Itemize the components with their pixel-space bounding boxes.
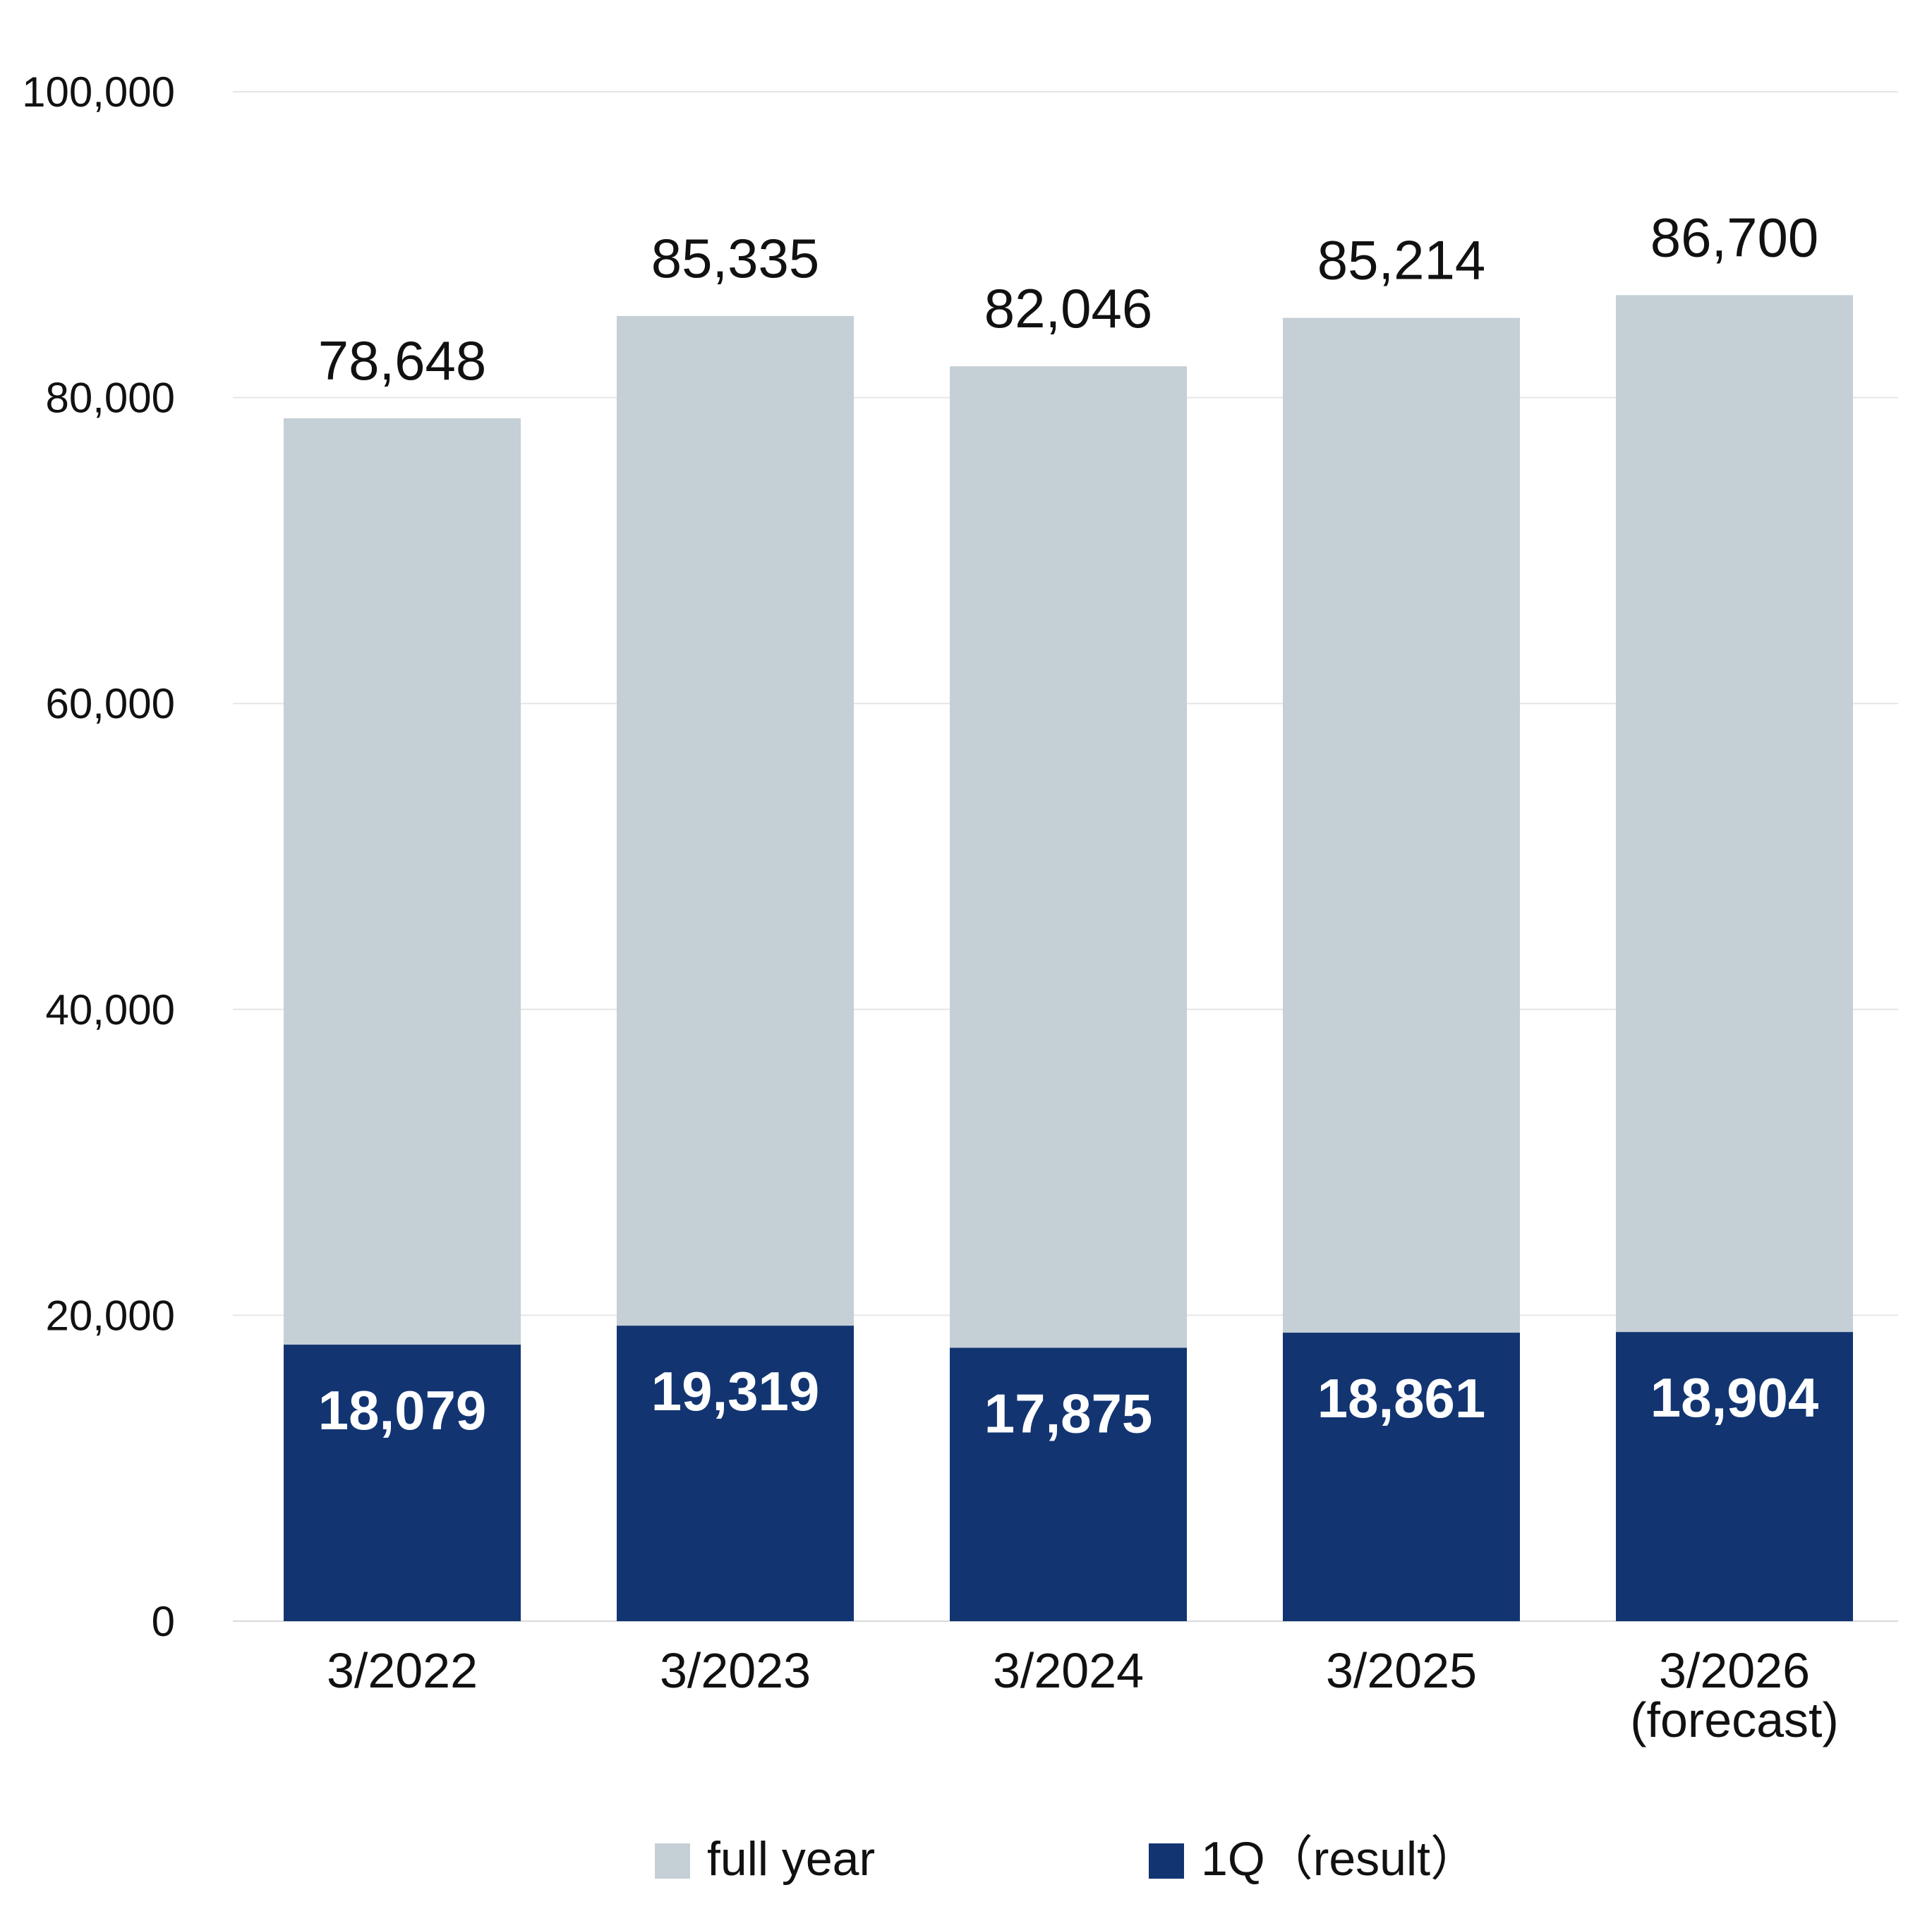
legend-swatch [1149, 1843, 1184, 1879]
y-axis-ticks: 0 20,000 40,000 60,000 80,000 100,000 [22, 68, 175, 1645]
y-tick-label: 40,000 [45, 986, 175, 1034]
x-tick-label-line: 3/2022 [327, 1643, 478, 1698]
x-tick-label-line: 3/2024 [993, 1643, 1144, 1698]
bar-1q [1616, 1332, 1853, 1621]
x-tick-label: 3/2024 [993, 1643, 1144, 1698]
legend: full year 1Q（result） [655, 1832, 1478, 1886]
data-label-1q: 19,319 [651, 1360, 820, 1422]
x-tick-label-line: 3/2026 [1659, 1643, 1810, 1698]
legend-label: 1Q（result） [1201, 1832, 1478, 1886]
y-tick-label: 0 [152, 1598, 175, 1645]
bars [284, 295, 1853, 1622]
x-tick-label-line: (forecast) [1630, 1692, 1839, 1747]
x-tick-label: 3/2025 [1326, 1643, 1477, 1698]
bar-1q [1283, 1333, 1520, 1621]
legend-swatch [655, 1843, 690, 1879]
x-tick-label-line: 3/2023 [660, 1643, 811, 1698]
x-tick-label: 3/2022 [327, 1643, 478, 1698]
y-tick-label: 20,000 [45, 1292, 175, 1339]
data-label-full-year: 86,700 [1650, 206, 1819, 268]
legend-label: full year [707, 1832, 875, 1886]
y-tick-label: 60,000 [45, 680, 175, 727]
x-tick-label-line: 3/2025 [1326, 1643, 1477, 1698]
data-label-1q: 18,861 [1317, 1367, 1486, 1429]
data-label-1q: 18,904 [1650, 1366, 1819, 1429]
data-label-full-year: 85,335 [651, 227, 820, 289]
bar-1q [950, 1347, 1187, 1621]
x-tick-label: 3/2026 (forecast) [1630, 1643, 1839, 1747]
y-tick-label: 100,000 [22, 68, 175, 116]
data-label-1q: 17,875 [984, 1382, 1153, 1444]
data-label-full-year: 82,046 [984, 277, 1153, 339]
data-label-full-year: 85,214 [1317, 229, 1486, 291]
x-tick-label: 3/2023 [660, 1643, 811, 1698]
data-label-1q: 18,079 [318, 1379, 487, 1441]
data-label-full-year: 78,648 [318, 329, 487, 392]
bar-1q [617, 1326, 854, 1621]
y-tick-label: 80,000 [45, 375, 175, 422]
x-axis-ticks: 3/2022 3/2023 3/2024 3/2025 3/2026 (forecast) [327, 1643, 1839, 1747]
data-labels: 78,648 18,079 85,335 19,319 82,046 17,875 85,2… [318, 206, 1819, 1444]
bar-1q [284, 1345, 521, 1621]
